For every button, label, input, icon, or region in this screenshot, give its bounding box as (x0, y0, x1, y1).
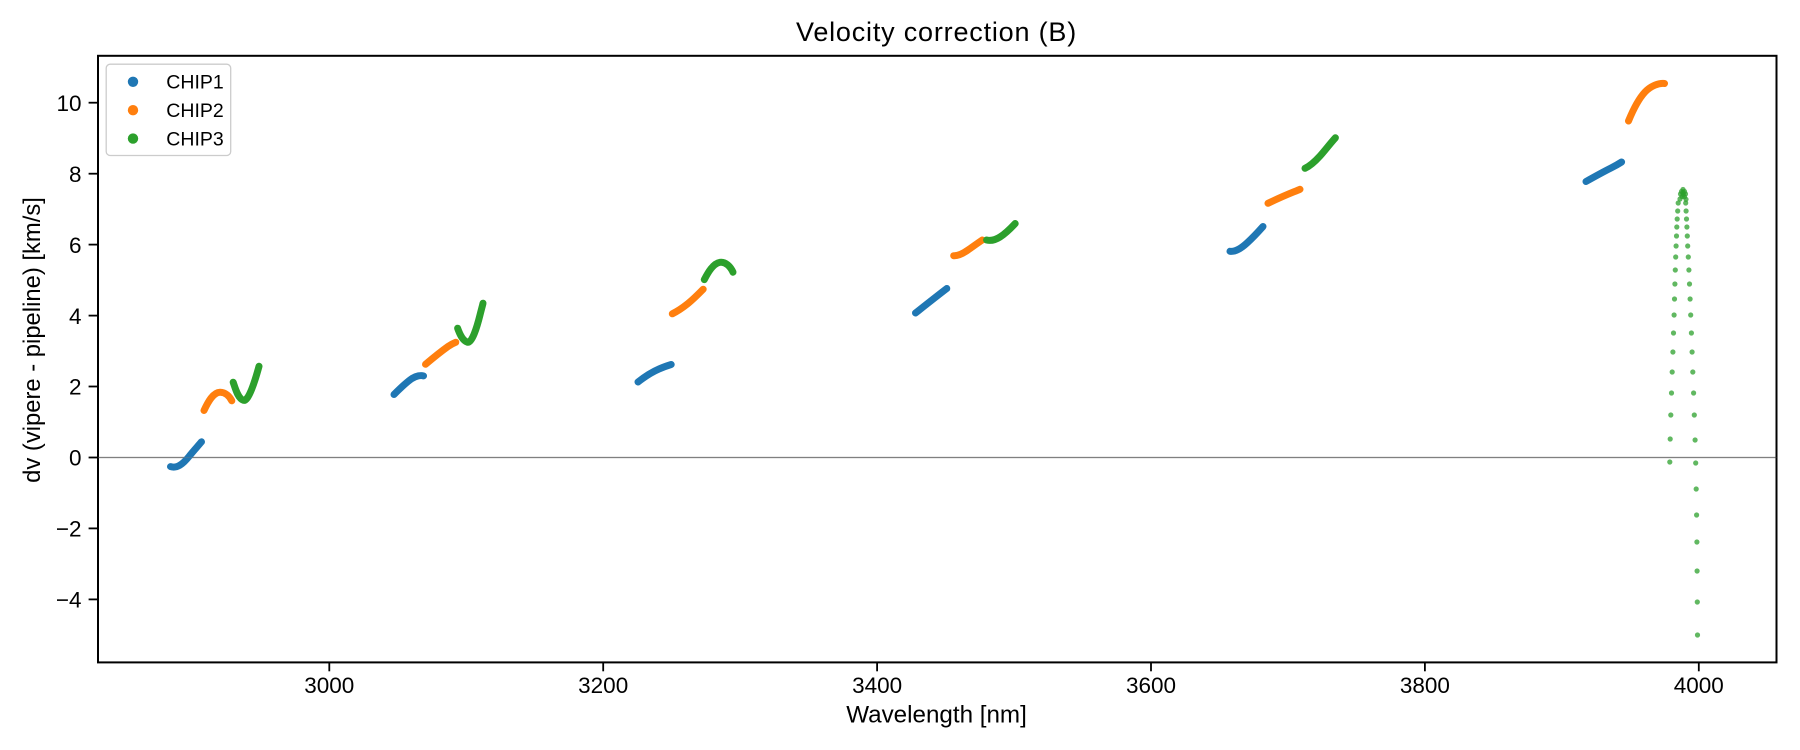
svg-text:4000: 4000 (1674, 673, 1724, 698)
svg-text:3600: 3600 (1126, 673, 1176, 698)
svg-text:Velocity correction (B): Velocity correction (B) (796, 17, 1077, 47)
svg-text:CHIP3: CHIP3 (166, 128, 223, 150)
svg-text:3000: 3000 (304, 673, 354, 698)
svg-text:Wavelength [nm]: Wavelength [nm] (846, 702, 1027, 729)
svg-text:CHIP1: CHIP1 (166, 72, 223, 94)
svg-text:3800: 3800 (1400, 673, 1450, 698)
svg-text:CHIP2: CHIP2 (166, 100, 223, 122)
svg-text:3400: 3400 (852, 673, 902, 698)
svg-text:4: 4 (69, 304, 82, 329)
svg-text:−4: −4 (56, 588, 82, 613)
svg-text:10: 10 (56, 91, 81, 116)
svg-text:0: 0 (69, 446, 82, 471)
svg-text:−2: −2 (56, 517, 82, 542)
svg-text:2: 2 (69, 375, 82, 400)
svg-text:dv (vipere - pipeline) [km/s]: dv (vipere - pipeline) [km/s] (19, 197, 46, 483)
svg-text:3200: 3200 (578, 673, 628, 698)
svg-text:6: 6 (69, 233, 82, 258)
svg-text:8: 8 (69, 162, 82, 187)
